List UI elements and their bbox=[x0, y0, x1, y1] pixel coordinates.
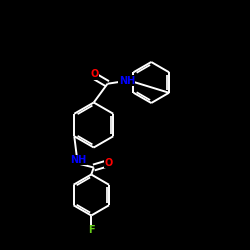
Text: O: O bbox=[90, 69, 98, 79]
Text: NH: NH bbox=[119, 76, 135, 86]
Text: O: O bbox=[105, 158, 113, 168]
Text: F: F bbox=[88, 225, 94, 235]
Text: NH: NH bbox=[70, 155, 86, 165]
